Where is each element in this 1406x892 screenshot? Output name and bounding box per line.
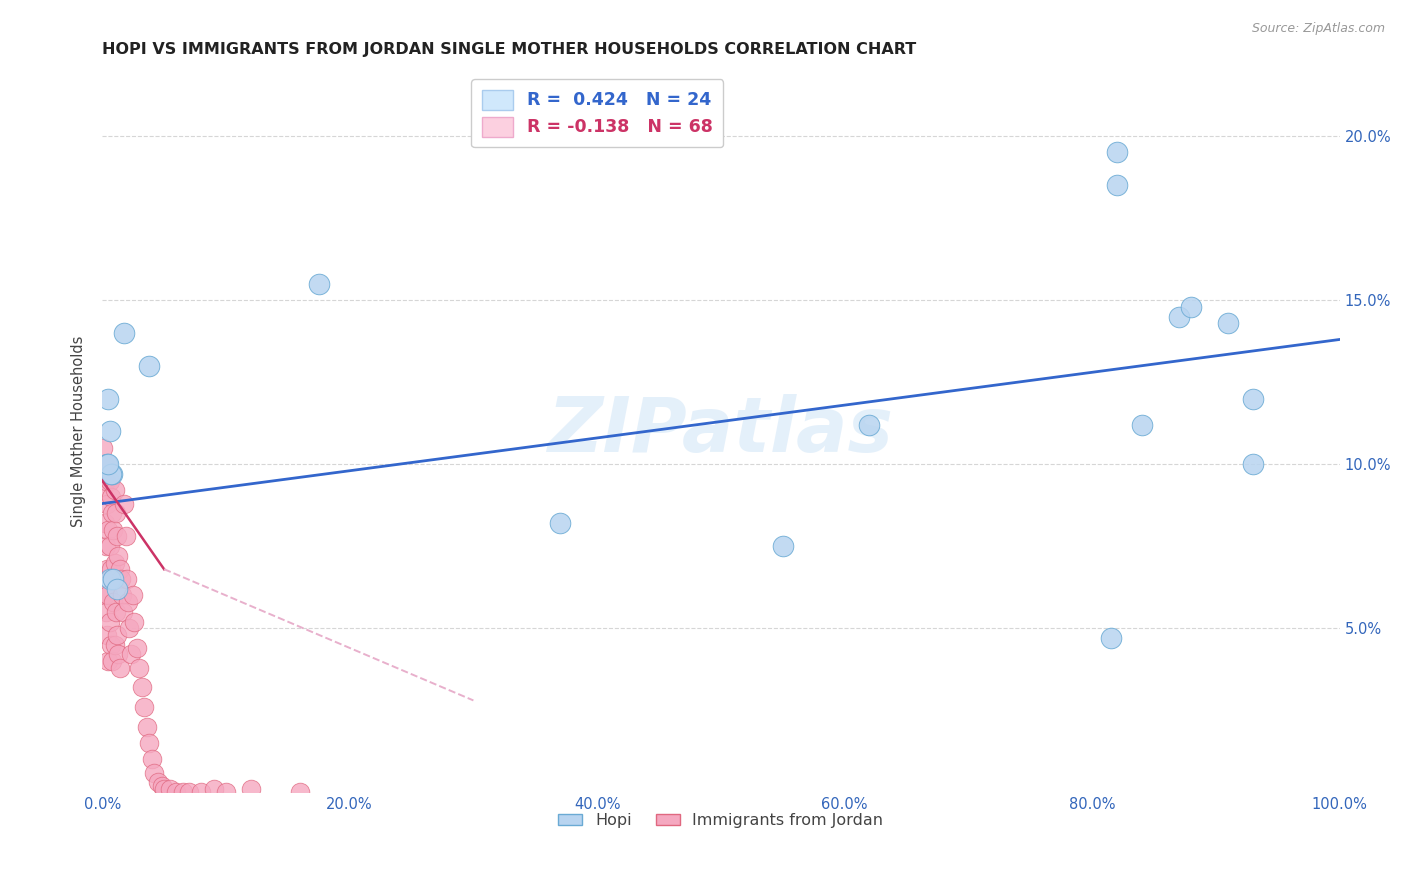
Point (104, 507, 127, 521)
Point (114, 497, 136, 511)
Text: Source: ZipAtlas.com: Source: ZipAtlas.com (1251, 22, 1385, 36)
Point (103, 556, 125, 570)
Point (100, 467, 122, 481)
Point (98, 572, 121, 586)
Point (93, 589, 115, 603)
Point (100, 562, 122, 576)
Point (98, 539, 121, 553)
Point (308, 277, 330, 291)
Point (103, 483, 125, 498)
Y-axis label: Single Mother Households: Single Mother Households (72, 335, 86, 527)
Point (103, 638, 125, 652)
Point (105, 582, 128, 596)
Point (115, 572, 138, 586)
Point (93, 483, 115, 498)
Point (124, 615, 146, 629)
Point (98, 615, 121, 629)
Point (118, 621, 141, 635)
Point (94, 539, 117, 553)
Point (239, 782, 262, 797)
Point (159, 782, 181, 797)
Point (117, 595, 139, 609)
Point (107, 549, 129, 563)
Point (97, 589, 120, 603)
Point (103, 572, 125, 586)
Point (548, 516, 571, 531)
Point (122, 589, 145, 603)
Point (131, 681, 153, 695)
Point (104, 605, 127, 619)
Point (93, 516, 115, 531)
Point (138, 736, 160, 750)
Point (98, 425, 121, 439)
Point (94, 474, 117, 488)
Point (1241, 457, 1264, 471)
Point (1105, 145, 1128, 160)
Point (103, 595, 125, 609)
Text: HOPI VS IMMIGRANTS FROM JORDAN SINGLE MOTHER HOUSEHOLDS CORRELATION CHART: HOPI VS IMMIGRANTS FROM JORDAN SINGLE MO… (103, 42, 917, 57)
Point (165, 785, 187, 799)
Point (93, 441, 115, 455)
Point (141, 752, 163, 766)
Point (114, 529, 136, 543)
Point (96, 628, 118, 642)
Point (135, 720, 157, 734)
Point (97, 392, 120, 406)
Point (128, 660, 150, 674)
Point (100, 490, 122, 504)
Point (105, 529, 128, 543)
Point (134, 700, 156, 714)
Point (108, 660, 131, 674)
Point (1218, 316, 1240, 330)
Point (112, 605, 135, 619)
Point (94, 605, 117, 619)
Point (98, 474, 121, 488)
Point (101, 467, 124, 481)
Point (97, 457, 120, 471)
Point (125, 640, 148, 655)
Point (97, 523, 120, 537)
Point (97, 654, 120, 668)
Point (1105, 178, 1128, 193)
Point (120, 648, 142, 662)
Point (150, 779, 173, 793)
Point (105, 628, 128, 642)
Point (96, 497, 118, 511)
Point (772, 539, 794, 553)
Point (177, 785, 200, 799)
Point (96, 562, 118, 576)
Point (1167, 310, 1189, 324)
Point (202, 782, 225, 797)
Point (215, 785, 238, 799)
Point (101, 572, 124, 586)
Point (288, 785, 311, 799)
Point (93, 457, 115, 471)
Point (108, 562, 131, 576)
Point (110, 572, 132, 586)
Point (101, 507, 124, 521)
Point (858, 417, 880, 432)
Point (190, 785, 212, 799)
Point (96, 457, 118, 471)
Text: ZIPatlas: ZIPatlas (548, 394, 894, 468)
Point (107, 648, 129, 662)
Point (153, 782, 176, 797)
Point (1180, 300, 1202, 314)
Point (100, 638, 122, 652)
Point (97, 457, 120, 471)
Point (101, 654, 124, 668)
Legend: Hopi, Immigrants from Jordan: Hopi, Immigrants from Jordan (553, 807, 890, 835)
Point (138, 359, 160, 373)
Point (146, 775, 169, 789)
Point (172, 785, 194, 799)
Point (1130, 417, 1153, 432)
Point (111, 589, 134, 603)
Point (103, 523, 125, 537)
Point (143, 765, 166, 780)
Point (1099, 631, 1122, 645)
Point (1241, 392, 1264, 406)
Point (114, 326, 136, 340)
